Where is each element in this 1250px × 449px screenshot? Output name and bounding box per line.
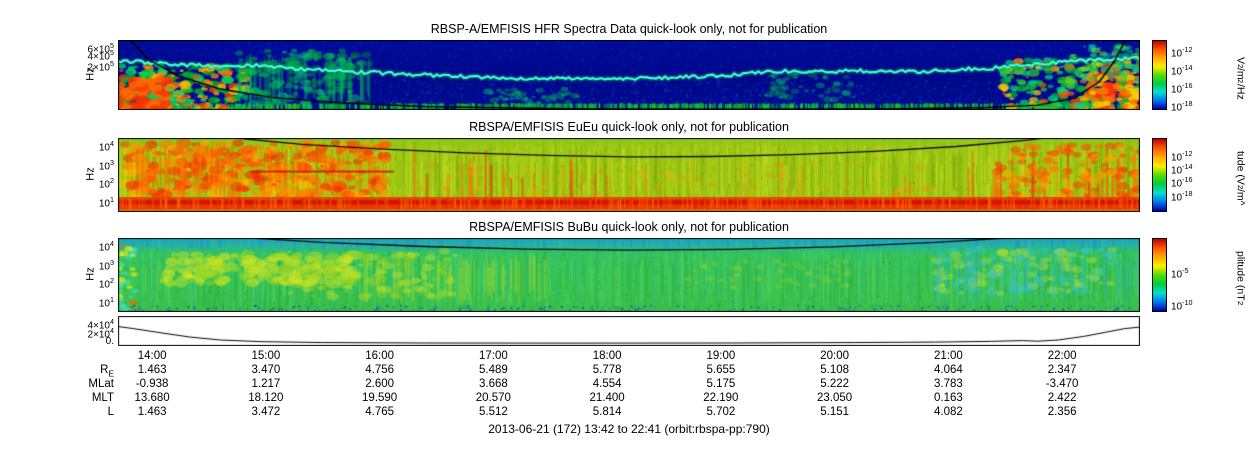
- y-tick-label: 2×104: [87, 326, 114, 341]
- y-tick-label: 6×105: [87, 41, 114, 56]
- hfr-spectrogram-plot: [118, 40, 1140, 110]
- y-tick-label: 101: [98, 294, 114, 310]
- ephemeris-value: 4.756: [365, 364, 395, 376]
- frequency-line-plot: [118, 316, 1140, 346]
- y-tick-label: 2×105: [87, 58, 114, 73]
- ephemeris-value: 5.778: [592, 364, 622, 376]
- ephemeris-value: 5.175: [706, 378, 736, 390]
- colorbar-tick-label: 10-12: [1171, 148, 1193, 164]
- ephemeris-value: 5.489: [478, 364, 508, 376]
- ephemeris-value: 5.108: [820, 364, 850, 376]
- time-tick-label: 17:00: [478, 350, 508, 362]
- bubu-spectrogram-plot: [118, 238, 1140, 312]
- ephemeris-value: 18.120: [248, 392, 284, 404]
- ephemeris-value: 5.702: [706, 406, 736, 418]
- time-tick-label: 21:00: [933, 350, 963, 362]
- colorbar-tick-label: 10-10: [1171, 297, 1193, 312]
- colorbar-tick-label: 10-18: [1171, 188, 1193, 204]
- time-tick-label: 15:00: [251, 350, 281, 362]
- colorbar-unit-label: V 2/m 2/Hz: [1234, 56, 1247, 100]
- colorbar-tick-label: 10-18: [1171, 99, 1193, 114]
- colorbar-tick-label: 10-14: [1171, 62, 1193, 78]
- bubu-colorbar: [1152, 238, 1167, 312]
- time-tick-label: 22:00: [1047, 350, 1077, 362]
- y-tick-label: 102: [98, 176, 114, 191]
- ephemeris-row-label: MLT: [91, 392, 114, 404]
- ephemeris-row-label: RE: [100, 364, 114, 379]
- ephemeris-value: 0.163: [933, 392, 963, 404]
- ephemeris-value: 23.050: [817, 392, 853, 404]
- y-tick-label: 4×105: [87, 48, 114, 63]
- colorbar-tick-label: 10-14: [1171, 162, 1193, 177]
- y-tick-label: 103: [98, 257, 114, 273]
- ephemeris-value: 2.422: [1047, 392, 1077, 404]
- ephemeris-value: 1.217: [251, 378, 281, 390]
- ephemeris-value: 4.082: [933, 406, 963, 418]
- ephemeris-value: 2.347: [1047, 364, 1077, 376]
- ephemeris-row-label: MLat: [88, 378, 114, 390]
- ephemeris-value: 3.470: [251, 364, 281, 376]
- ephemeris-row-label: L: [107, 406, 114, 418]
- ephemeris-value: 1.463: [137, 364, 167, 376]
- ephemeris-value: 5.151: [820, 406, 850, 418]
- y-tick-label: 104: [98, 139, 114, 154]
- y-tick-label: 101: [98, 194, 114, 210]
- ephemeris-value: 20.570: [475, 392, 511, 404]
- y-tick-label: 104: [98, 239, 114, 254]
- ephemeris-value: 5.655: [706, 364, 736, 376]
- colorbar-tick-label: 10-5: [1171, 265, 1189, 281]
- hfr-panel-title: RBSP-A/EMFISIS HFR Spectra Data quick-lo…: [430, 22, 828, 36]
- ephemeris-value: 5.814: [592, 406, 622, 418]
- ephemeris-value: 22.190: [703, 392, 739, 404]
- ephemeris-value: -3.470: [1045, 378, 1079, 390]
- time-tick-label: 18:00: [592, 350, 622, 362]
- y-tick-label: 4×104: [87, 316, 114, 331]
- ephemeris-value: 21.400: [589, 392, 625, 404]
- y-tick-label: 102: [98, 276, 114, 291]
- eueu-colorbar: [1152, 138, 1167, 212]
- time-tick-label: 16:00: [365, 350, 395, 362]
- y-tick-label: 103: [98, 157, 114, 173]
- time-tick-label: 20:00: [820, 350, 850, 362]
- colorbar-tick-label: 10-16: [1171, 175, 1193, 190]
- colorbar-tick-label: 10-12: [1171, 45, 1193, 60]
- ephemeris-value: 4.765: [365, 406, 395, 418]
- ephemeris-value: 3.668: [478, 378, 508, 390]
- ephemeris-value: 5.222: [820, 378, 850, 390]
- ephemeris-value: 2.600: [365, 378, 395, 390]
- colorbar-unit-label: plitude (nT 2: [1234, 251, 1247, 305]
- eueu-spectrogram-plot: [118, 138, 1140, 212]
- ephemeris-value: 1.463: [137, 406, 167, 418]
- hfr-colorbar: [1152, 40, 1167, 110]
- ephemeris-value: 13.680: [134, 392, 170, 404]
- ephemeris-value: 3.472: [251, 406, 281, 418]
- ephemeris-value: 5.512: [478, 406, 508, 418]
- time-tick-label: 14:00: [137, 350, 167, 362]
- ephemeris-value: 3.783: [933, 378, 963, 390]
- colorbar-tick-label: 10-16: [1171, 81, 1193, 96]
- figure-caption: 2013-06-21 (172) 13:42 to 22:41 (orbit:r…: [488, 422, 770, 436]
- ephemeris-value: 19.590: [362, 392, 398, 404]
- ephemeris-value: 4.064: [933, 364, 963, 376]
- eueu-panel-title: RBSPA/EMFISIS EuEu quick-look only, not …: [469, 120, 789, 134]
- bubu-panel-title: RBSPA/EMFISIS BuBu quick-look only, not …: [469, 220, 789, 234]
- time-tick-label: 19:00: [706, 350, 736, 362]
- colorbar-unit-label: tude (V 2/m^: [1234, 150, 1247, 206]
- y-tick-label: 0.: [105, 336, 114, 347]
- ephemeris-value: -0.938: [135, 378, 169, 390]
- ephemeris-value: 2.356: [1047, 406, 1077, 418]
- ephemeris-value: 4.554: [592, 378, 622, 390]
